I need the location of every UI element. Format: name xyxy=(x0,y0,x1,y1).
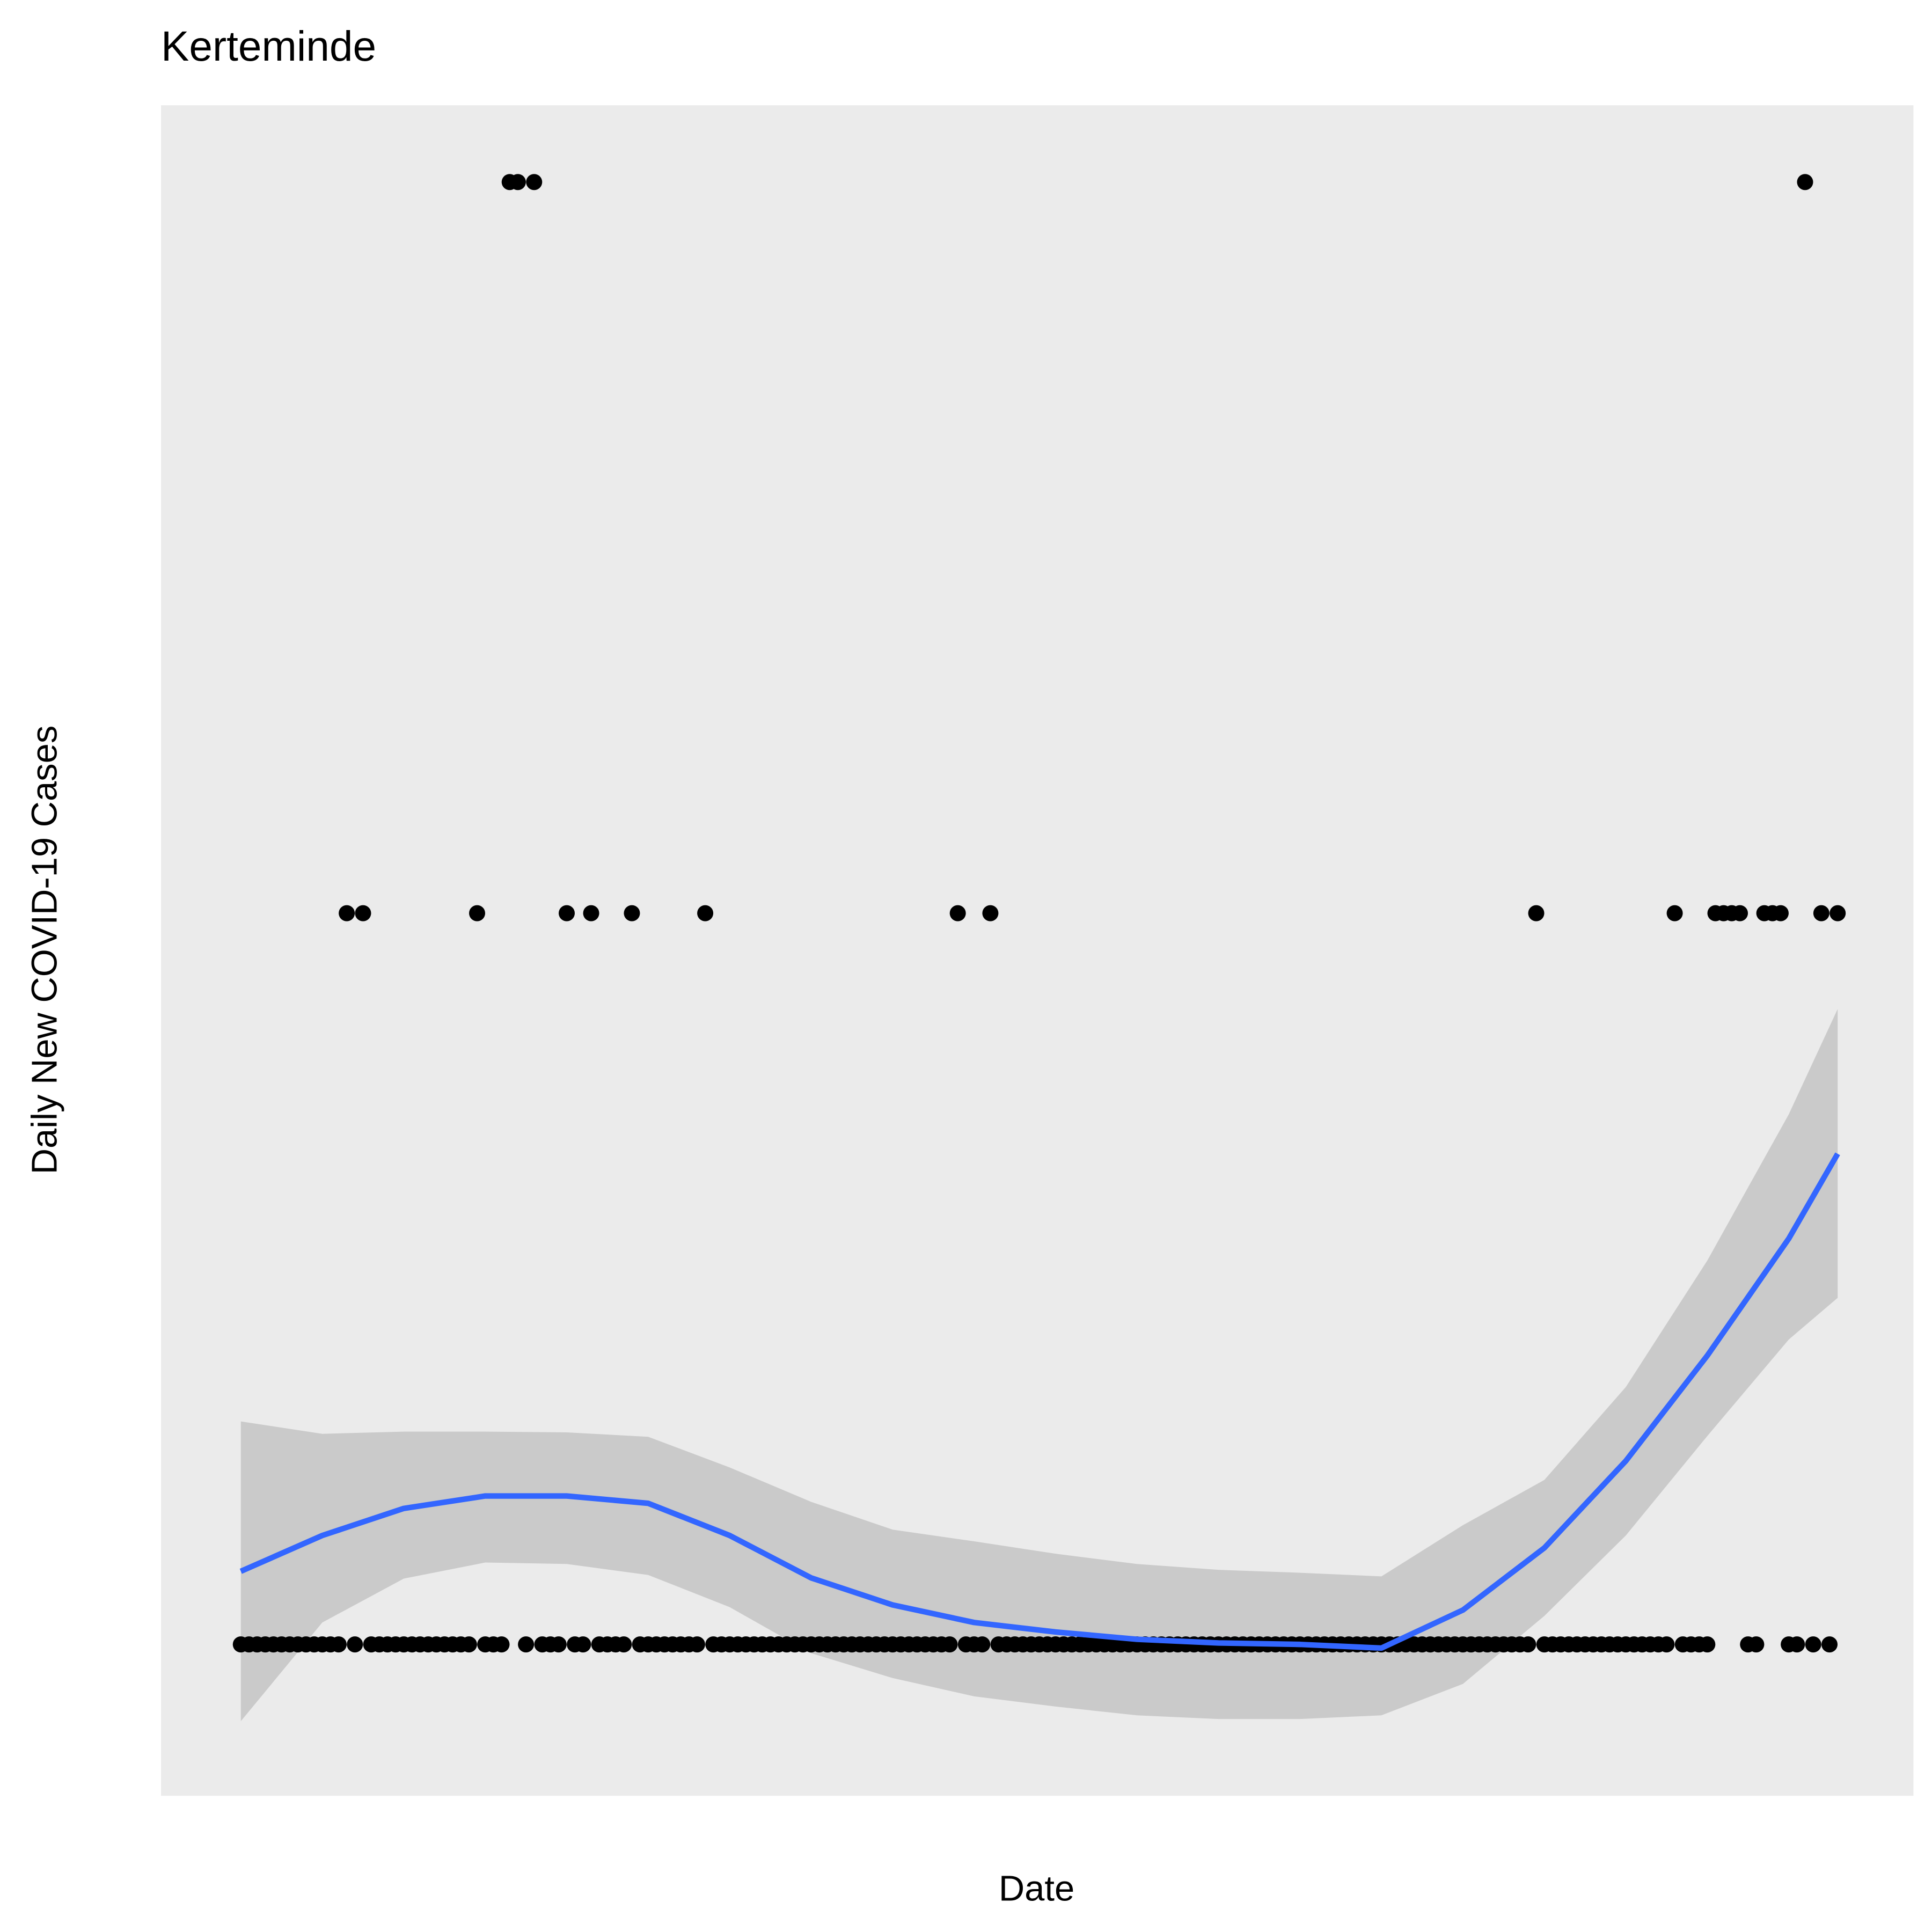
point xyxy=(697,905,714,921)
point xyxy=(1813,905,1829,921)
panel xyxy=(161,105,1914,1796)
point xyxy=(616,1636,632,1653)
point xyxy=(1805,1636,1821,1653)
point xyxy=(1789,1636,1805,1653)
point xyxy=(1748,1636,1765,1653)
point xyxy=(1520,1636,1536,1653)
point xyxy=(583,905,599,921)
point xyxy=(526,174,543,191)
point xyxy=(460,1636,477,1653)
point xyxy=(355,905,371,921)
point xyxy=(559,905,575,921)
point xyxy=(1732,905,1748,921)
marks xyxy=(232,174,1846,1722)
y-axis-title: Daily New COVID-19 Cases xyxy=(24,726,64,1175)
point xyxy=(1821,1636,1838,1653)
point xyxy=(509,174,526,191)
point xyxy=(469,905,486,921)
point xyxy=(982,905,999,921)
point xyxy=(347,1636,363,1653)
point xyxy=(624,905,640,921)
point xyxy=(1829,905,1846,921)
x-axis-title: Date xyxy=(999,1869,1074,1909)
point xyxy=(949,905,966,921)
smooth-line xyxy=(239,1152,1840,1651)
point xyxy=(974,1636,991,1653)
point xyxy=(1797,174,1813,191)
point xyxy=(330,1636,347,1653)
chart-title: Kerteminde xyxy=(161,23,376,70)
point xyxy=(1666,905,1683,921)
point xyxy=(518,1636,535,1653)
point xyxy=(1699,1636,1716,1653)
confidence-band xyxy=(240,1009,1838,1722)
point xyxy=(1772,905,1789,921)
point xyxy=(1658,1636,1675,1653)
point xyxy=(550,1636,567,1653)
point xyxy=(575,1636,591,1653)
point xyxy=(941,1636,958,1653)
point xyxy=(339,905,355,921)
point xyxy=(689,1636,705,1653)
point xyxy=(493,1636,510,1653)
point xyxy=(1528,905,1545,921)
